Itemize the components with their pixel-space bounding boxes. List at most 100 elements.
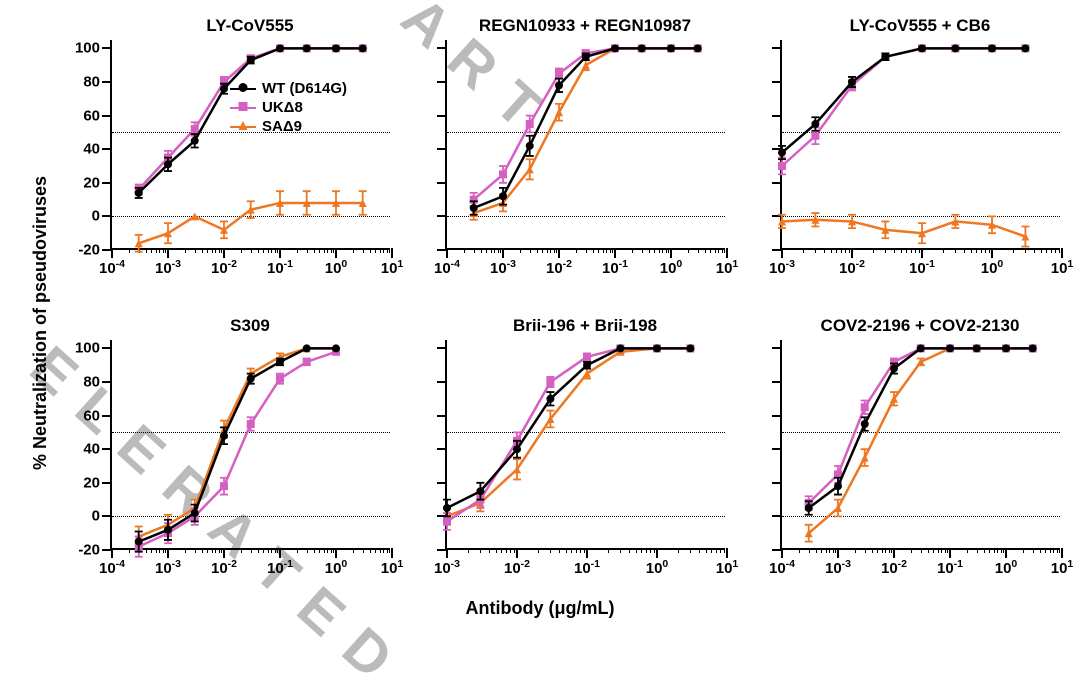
y-tick: [437, 347, 447, 349]
data-marker-wt: [805, 504, 813, 512]
y-tick: [437, 215, 447, 217]
panel-title: S309: [230, 316, 270, 336]
series-line-wt: [447, 348, 690, 508]
x-tick-label: 10-2: [211, 258, 237, 277]
data-marker-wt: [667, 44, 675, 52]
y-tick-label: 20: [83, 474, 100, 491]
data-marker-wt: [917, 344, 925, 352]
panel-title: COV2-2196 + COV2-2130: [821, 316, 1020, 336]
y-tick: [772, 448, 782, 450]
x-tick-label: 101: [1051, 258, 1074, 277]
data-marker-wt: [1002, 344, 1010, 352]
data-marker-wt: [583, 361, 591, 369]
x-tick-label: 10-2: [211, 558, 237, 577]
data-marker-wt: [513, 445, 521, 453]
x-tick-label: 10-3: [155, 258, 181, 277]
y-tick: [772, 47, 782, 49]
series-line-wt: [139, 348, 336, 541]
y-tick: [102, 347, 112, 349]
plot-area: -2002040608010010-410-310-210-1100101: [110, 40, 390, 250]
x-tick-label: 100: [660, 258, 683, 277]
x-axis-title: Antibody (μg/mL): [466, 598, 615, 619]
y-tick: [437, 81, 447, 83]
data-marker-wt: [881, 53, 889, 61]
x-tick-label: 100: [981, 258, 1004, 277]
data-marker-uk: [499, 170, 507, 178]
series-line-sa: [139, 348, 336, 536]
data-marker-wt: [686, 344, 694, 352]
data-marker-wt: [778, 149, 786, 157]
y-tick: [437, 115, 447, 117]
legend-label: WT (D614G): [262, 80, 347, 97]
x-tick-label: 10-3: [490, 258, 516, 277]
data-marker-wt: [582, 53, 590, 61]
figure: A R TE L E R A T E D% Neutralization of …: [0, 0, 1080, 626]
y-tick: [437, 148, 447, 150]
data-marker-wt: [164, 526, 172, 534]
series-layer: [112, 340, 392, 550]
y-tick: [102, 81, 112, 83]
legend-entry: SAΔ9: [230, 118, 347, 135]
data-marker-wt: [694, 44, 702, 52]
legend-marker-icon: [237, 118, 249, 135]
data-marker-wt: [359, 44, 367, 52]
legend-swatch: [230, 107, 256, 109]
y-tick: [772, 482, 782, 484]
x-tick-label: 10-4: [434, 258, 460, 277]
y-tick: [102, 148, 112, 150]
data-marker-wt: [476, 487, 484, 495]
data-marker-wt: [988, 44, 996, 52]
y-tick: [772, 115, 782, 117]
chart-panel: REGN10933 + REGN1098710-410-310-210-1100…: [445, 40, 725, 250]
plot-area: 10-410-310-210-1100101: [780, 340, 1060, 550]
panel-title: LY-CoV555 + CB6: [850, 16, 991, 36]
data-marker-wt: [951, 44, 959, 52]
y-tick: [102, 215, 112, 217]
y-tick: [102, 482, 112, 484]
data-marker-wt: [499, 192, 507, 200]
data-marker-wt: [303, 344, 311, 352]
series-layer: [782, 40, 1062, 250]
x-tick-label: 10-1: [909, 258, 935, 277]
data-marker-wt: [526, 142, 534, 150]
data-marker-uk: [247, 420, 255, 428]
legend-entry: WT (D614G): [230, 80, 347, 97]
data-marker-uk: [526, 120, 534, 128]
data-marker-uk: [276, 375, 284, 383]
x-tick-label: 10-3: [825, 558, 851, 577]
x-tick-label: 10-1: [267, 558, 293, 577]
y-tick-label: -20: [78, 242, 100, 259]
data-marker-wt: [303, 44, 311, 52]
data-marker-uk: [583, 353, 591, 361]
chart-panel: LY-CoV555 + CB610-310-210-1100101: [780, 40, 1060, 250]
legend-label: SAΔ9: [262, 118, 302, 135]
x-tick-label: 10-1: [574, 558, 600, 577]
y-tick: [102, 182, 112, 184]
series-line-sa: [809, 348, 1033, 533]
plot-area: 10-310-210-1100101: [780, 40, 1060, 250]
data-marker-uk: [778, 162, 786, 170]
data-marker-wt: [973, 344, 981, 352]
x-tick-label: 100: [646, 558, 669, 577]
data-marker-uk: [555, 70, 563, 78]
x-tick-label: 10-2: [839, 258, 865, 277]
legend-label: UKΔ8: [262, 99, 303, 116]
y-tick: [437, 448, 447, 450]
x-tick-label: 10-2: [504, 558, 530, 577]
data-marker-wt: [611, 44, 619, 52]
y-tick-label: 0: [92, 508, 100, 525]
data-marker-wt: [191, 137, 199, 145]
legend-marker-icon: [237, 99, 249, 116]
x-tick-label: 10-1: [937, 558, 963, 577]
chart-panel: S309-2002040608010010-410-310-210-110010…: [110, 340, 390, 550]
data-marker-uk: [861, 403, 869, 411]
data-marker-wt: [276, 44, 284, 52]
data-marker-wt: [946, 344, 954, 352]
x-tick-label: 10-1: [267, 258, 293, 277]
y-tick: [102, 47, 112, 49]
y-tick-label: 80: [83, 74, 100, 91]
data-marker-wt: [1021, 44, 1029, 52]
data-marker-uk: [220, 482, 228, 490]
series-line-uk: [809, 348, 1033, 503]
data-marker-wt: [1029, 344, 1037, 352]
